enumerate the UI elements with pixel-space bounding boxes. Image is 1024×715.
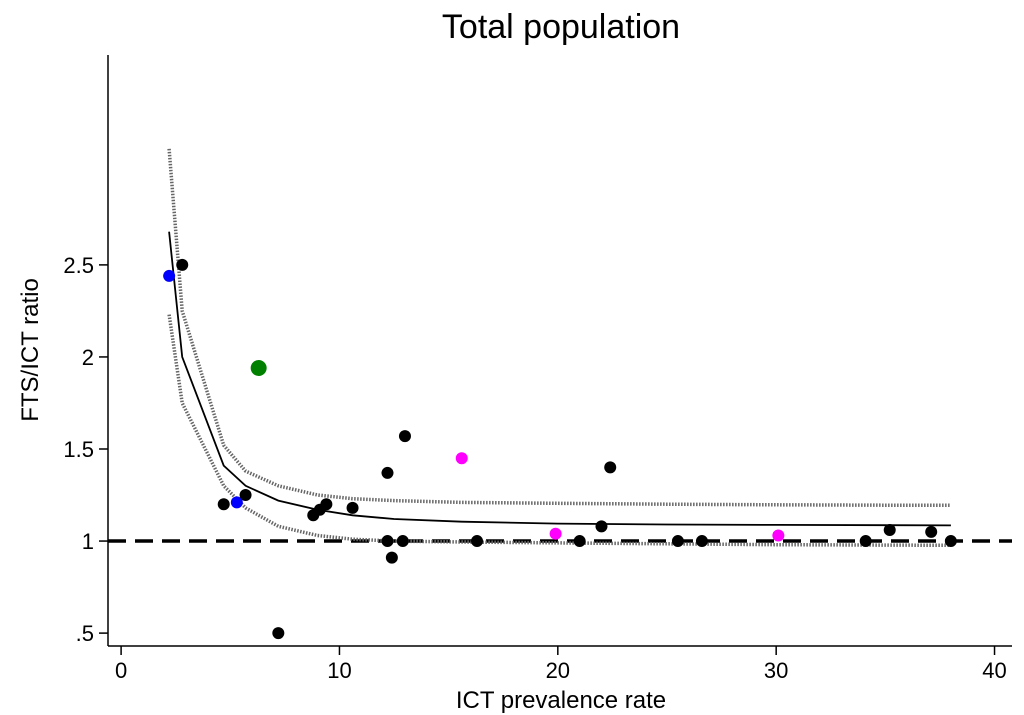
x-axis-ticks: 0 10 20 30 40 bbox=[115, 646, 1007, 683]
data-point-28 bbox=[925, 525, 938, 538]
data-point-24 bbox=[695, 535, 708, 548]
y-axis-label: FTS/ICT ratio bbox=[17, 278, 44, 422]
data-point-2 bbox=[163, 269, 176, 282]
data-point-22 bbox=[604, 461, 617, 474]
data-point-23 bbox=[671, 535, 684, 548]
data-points-layer bbox=[163, 258, 957, 640]
confidence-band-layer bbox=[167, 148, 951, 548]
data-point-26 bbox=[859, 535, 872, 548]
data-point-27 bbox=[883, 524, 896, 537]
data-point-1 bbox=[176, 258, 189, 271]
x-tick-label: 30 bbox=[764, 658, 788, 683]
data-point-15 bbox=[396, 535, 409, 548]
data-point-11 bbox=[346, 501, 359, 514]
x-tick-label: 10 bbox=[327, 658, 351, 683]
y-tick-label: 2.5 bbox=[63, 253, 94, 278]
y-tick-label: 2 bbox=[82, 345, 94, 370]
ci-upper-line bbox=[167, 148, 951, 507]
data-point-25 bbox=[772, 529, 785, 542]
data-point-4 bbox=[250, 359, 267, 376]
data-point-13 bbox=[381, 535, 394, 548]
x-tick-label: 0 bbox=[115, 658, 127, 683]
data-point-6 bbox=[239, 489, 252, 502]
y-tick-label: 1.5 bbox=[63, 437, 94, 462]
data-point-17 bbox=[455, 452, 468, 465]
x-axis-label: ICT prevalence rate bbox=[456, 687, 666, 714]
fit-line-layer bbox=[168, 231, 951, 527]
data-point-14 bbox=[385, 551, 398, 564]
y-tick-label: .5 bbox=[76, 621, 94, 646]
ci-lower-line bbox=[167, 314, 951, 548]
y-axis-ticks: .5 1 1.5 2 2.5 bbox=[63, 253, 108, 646]
chart-title: Total population bbox=[442, 8, 680, 46]
data-point-18 bbox=[471, 535, 484, 548]
fit-line bbox=[168, 231, 951, 527]
data-point-29 bbox=[944, 535, 957, 548]
data-point-20 bbox=[573, 535, 586, 548]
data-point-5 bbox=[217, 498, 230, 511]
y-tick-label: 1 bbox=[82, 529, 94, 554]
data-point-7 bbox=[272, 627, 285, 640]
x-tick-label: 40 bbox=[982, 658, 1006, 683]
data-point-12 bbox=[381, 466, 394, 479]
x-tick-label: 20 bbox=[546, 658, 570, 683]
data-point-10 bbox=[320, 498, 333, 511]
data-point-19 bbox=[549, 527, 562, 540]
data-point-21 bbox=[595, 520, 608, 533]
data-point-16 bbox=[398, 430, 411, 443]
plot-area bbox=[108, 148, 1012, 640]
data-point-3 bbox=[230, 496, 243, 509]
